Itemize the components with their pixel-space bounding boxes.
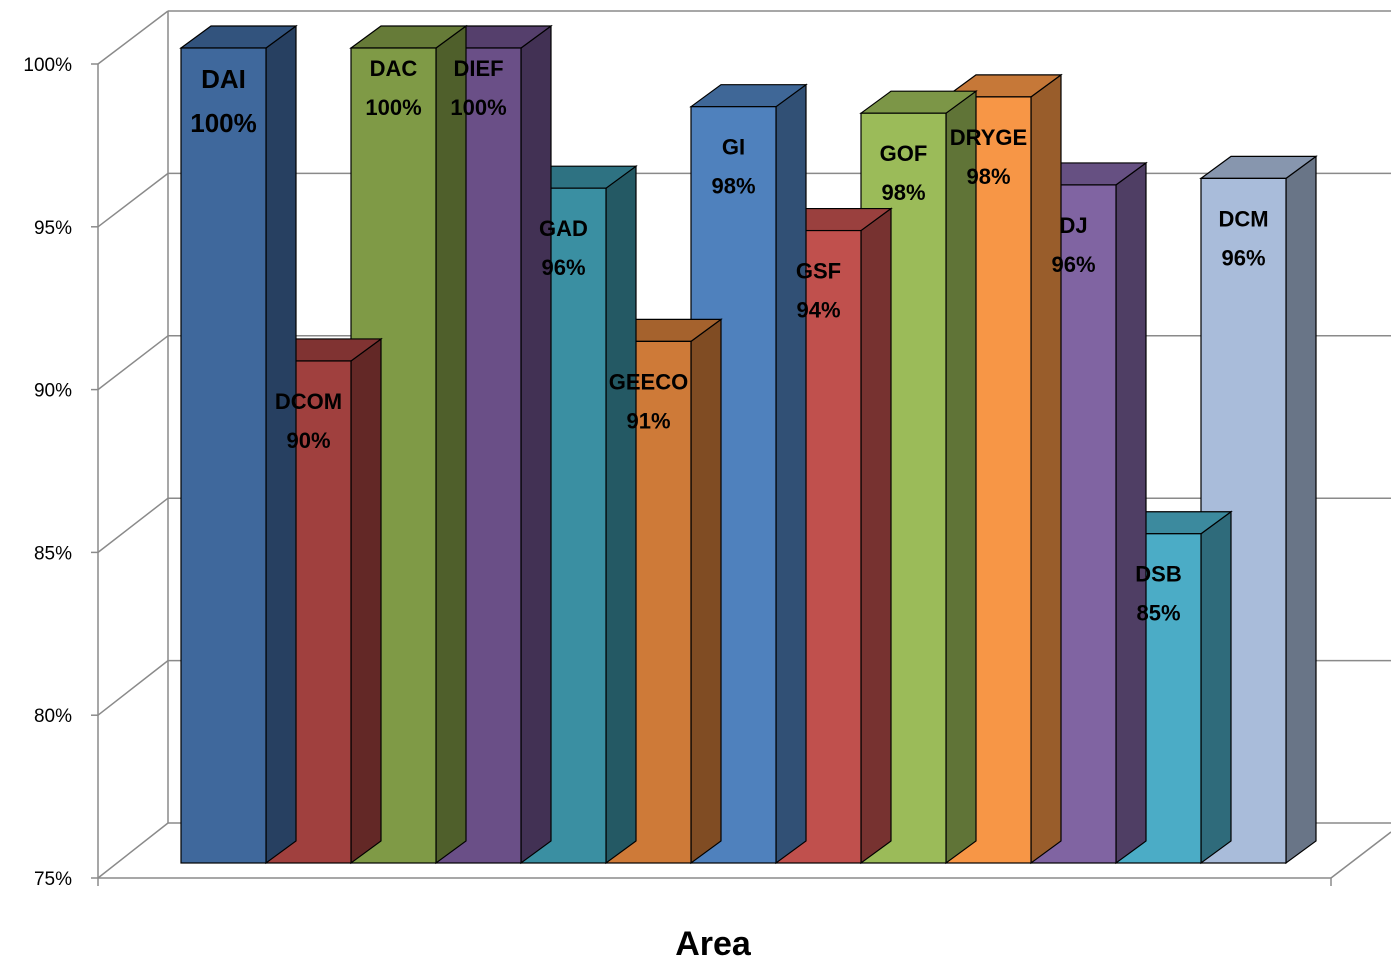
bar-side-face xyxy=(945,90,977,865)
data-label-category: DAC xyxy=(370,56,418,81)
data-label-value: 96% xyxy=(1051,252,1095,277)
side-gridline xyxy=(97,172,169,228)
side-gridline xyxy=(97,822,169,879)
bar-side-face xyxy=(1285,155,1317,865)
y-tick-label: 95% xyxy=(34,218,72,239)
data-label-value: 100% xyxy=(365,95,421,120)
x-axis-title: Area xyxy=(675,925,752,963)
bar-side-face xyxy=(605,164,637,865)
bar-side-face xyxy=(860,207,892,865)
data-label-category: DSB xyxy=(1135,562,1181,587)
data-label-category: GOF xyxy=(880,141,928,166)
data-label-value: 90% xyxy=(286,428,330,453)
bar-side-face xyxy=(1115,161,1147,865)
data-label-value: 100% xyxy=(190,108,257,138)
data-label-category: DIEF xyxy=(453,56,503,81)
bar-side-face xyxy=(690,318,722,865)
floor-right-edge xyxy=(1330,831,1391,879)
data-label-category: GSF xyxy=(796,259,841,284)
data-label-value: 94% xyxy=(796,298,840,323)
side-gridline xyxy=(97,335,169,391)
y-tick-label: 100% xyxy=(23,55,72,76)
side-gridline xyxy=(97,497,169,553)
bar-side-face xyxy=(350,337,382,865)
data-label-category: DJ xyxy=(1059,213,1087,238)
side-gridline xyxy=(97,10,169,65)
data-label-value: 100% xyxy=(450,95,506,120)
bar-side-face xyxy=(435,24,467,865)
data-label-category: DCM xyxy=(1218,206,1268,231)
y-tick-label: 80% xyxy=(34,706,72,727)
data-label-value: 91% xyxy=(626,408,670,433)
data-label-category: DAI xyxy=(201,64,246,94)
data-label-value: 85% xyxy=(1136,601,1180,626)
bars xyxy=(179,24,1318,865)
bar-side-face xyxy=(1030,73,1062,865)
bar-side-face xyxy=(775,83,807,865)
bar-side-face xyxy=(520,24,552,865)
bar-front-face xyxy=(180,47,267,864)
y-tick-label: 75% xyxy=(34,869,72,890)
data-label-value: 96% xyxy=(541,255,585,280)
data-label-value: 98% xyxy=(881,180,925,205)
side-gridline xyxy=(97,660,169,716)
data-label-value: 96% xyxy=(1221,245,1265,270)
y-tick-label: 90% xyxy=(34,381,72,402)
data-label-value: 98% xyxy=(711,174,755,199)
data-label-category: GI xyxy=(722,135,745,160)
data-label-category: DRYGE xyxy=(950,125,1027,150)
y-axis: 75% 80% 85% 90% 95% 100% xyxy=(23,11,1391,890)
data-label-value: 98% xyxy=(966,164,1010,189)
bar-side-face xyxy=(1200,510,1232,865)
data-labels: DAI 100% DCOM 90% DAC 100% DIEF 100% GAD 96% GEECO… xyxy=(190,56,1268,626)
data-label-category: GEECO xyxy=(609,369,688,394)
y-tick-label: 85% xyxy=(34,543,72,564)
bar-dai xyxy=(179,24,298,865)
data-label-category: DCOM xyxy=(275,389,342,414)
data-label-category: GAD xyxy=(539,216,588,241)
